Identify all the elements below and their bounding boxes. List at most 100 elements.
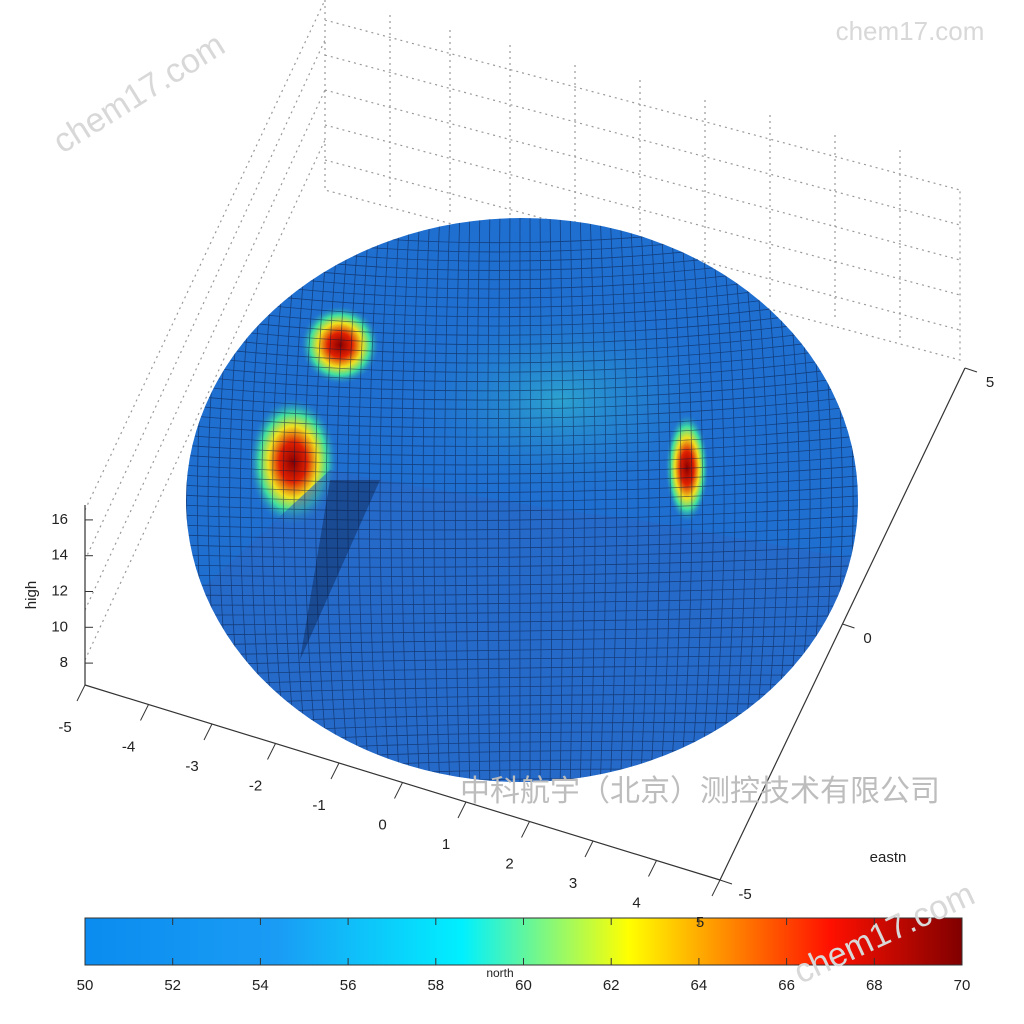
mesh-line [709,218,725,782]
y-tick [964,367,978,373]
mesh-line [315,218,331,782]
mesh-line [186,584,858,596]
mesh-line [729,218,746,782]
mesh-line [559,218,564,782]
mesh-line [186,664,858,676]
mesh-line [619,218,628,782]
mesh-line [186,494,858,512]
z-tick-label: 16 [51,511,68,528]
colorbar-tick-label: 70 [954,977,971,994]
mesh-line [186,424,858,447]
mesh-line [186,514,858,531]
mesh-line [629,218,639,782]
mesh-line [186,344,858,373]
mesh-line [433,218,441,782]
mesh-line [368,218,381,782]
colorbar-tick-label: 56 [340,977,357,994]
mesh-line [454,218,461,782]
mesh-line [444,218,451,782]
z-axis-label: high [23,581,40,609]
x-tick-label: 3 [569,875,577,892]
mesh-line [589,218,596,782]
x-tick-label: -1 [312,797,325,814]
x-tick [330,762,340,780]
mesh-line [186,404,858,429]
x-tick [584,840,594,858]
mesh-line [336,218,351,782]
colorbar-tick-label: 60 [515,977,532,994]
x-tick [140,704,149,721]
mesh-line [186,534,858,549]
mesh-line [379,218,391,782]
mesh-line [186,624,858,636]
mesh-line [347,218,361,782]
mesh-line [569,218,574,782]
mesh-line [186,454,858,475]
mesh-line [186,304,858,336]
surface [186,210,896,790]
mesh-line [689,218,703,782]
mesh-line [549,218,553,782]
mesh-line [186,524,858,540]
watermark: chem17.com [46,26,231,161]
mesh-line [659,218,671,782]
z-tick-label: 10 [51,618,68,635]
x-axis-label: north [486,966,513,980]
mesh-line [649,218,660,782]
mesh-line [390,218,401,782]
mesh-line [325,218,341,782]
y-tick [842,623,855,629]
mesh-line [186,554,858,568]
mesh-line [186,614,858,626]
x-tick-label: 4 [632,894,640,911]
mesh-line [669,218,682,782]
x-tick-label: -3 [185,758,198,775]
colorbar-tick-label: 66 [778,977,795,994]
watermark: chem17.com [836,16,985,46]
x-tick-label: -5 [58,719,71,736]
mesh-line [539,218,542,782]
mesh-line [186,654,858,666]
x-tick-label: 5 [696,914,704,931]
mesh-line [401,218,411,782]
mesh-line [639,218,650,782]
x-tick [648,860,657,877]
x-tick [267,743,276,760]
mesh-line [609,218,617,782]
x-tick-label: 2 [505,855,513,872]
x-tick-label: -4 [122,738,135,755]
colorbar-tick-label: 50 [77,977,94,994]
x-tick [76,684,86,702]
x-tick [521,821,530,838]
mesh-line [497,218,501,782]
mesh-line [508,218,511,782]
mesh-line [186,374,858,401]
colorbar-tick-label: 64 [691,977,708,994]
y-tick-label: 0 [863,630,871,647]
colorbar-tick-label: 52 [164,977,181,994]
mesh-line [465,218,471,782]
colorbar-tick-label: 58 [427,977,444,994]
mesh-line [870,210,896,790]
watermark: 中科航宇（北京）测控技术有限公司 [460,775,940,808]
mesh-line [186,684,858,696]
mesh-line [186,444,858,466]
mesh-line [529,218,531,782]
mesh-line [186,384,858,410]
mesh-line [699,218,714,782]
z-tick-label: 12 [51,582,68,599]
x-tick [457,801,467,819]
mesh-line [422,218,431,782]
x-tick-label: -2 [249,777,262,794]
mesh-line [186,484,858,503]
mesh-line [186,464,858,484]
z-tick-label: 14 [51,547,68,564]
colorbar-tick-label: 54 [252,977,269,994]
y-tick-label: 5 [986,374,994,391]
mesh-line [186,364,858,392]
y-axis-label: eastn [870,849,907,866]
mesh-line [476,218,481,782]
mesh-line [186,504,858,522]
mesh-line [411,218,421,782]
